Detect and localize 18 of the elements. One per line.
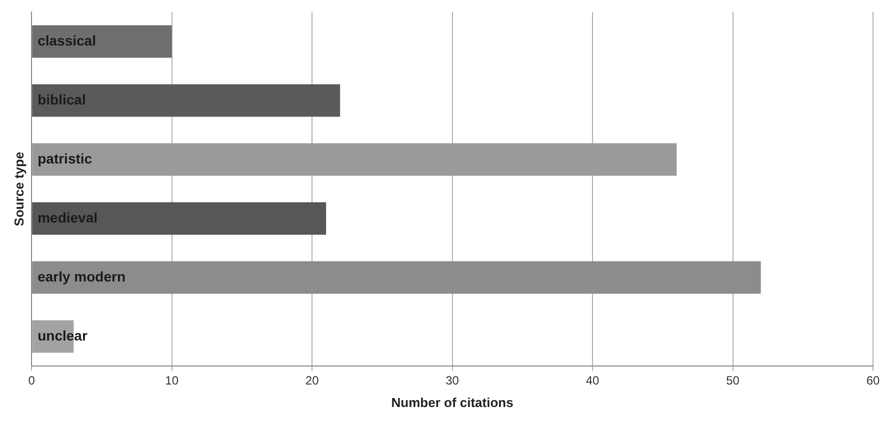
bar xyxy=(32,143,677,176)
y-tick-label: classical xyxy=(38,32,96,48)
x-tick-label: 30 xyxy=(446,374,460,388)
y-axis-title: Source type xyxy=(11,152,26,226)
y-tick-label: medieval xyxy=(38,209,98,226)
y-tick-label: early modern xyxy=(38,268,126,284)
x-tick-label: 50 xyxy=(726,374,740,388)
y-tick-label: patristic xyxy=(38,150,92,166)
x-tick-label: 10 xyxy=(165,374,179,388)
x-axis-title: Number of citations xyxy=(391,394,514,410)
bar xyxy=(32,202,326,235)
x-tick-label: 20 xyxy=(305,374,320,388)
x-tick-label: 60 xyxy=(866,374,880,388)
bar xyxy=(32,25,172,58)
y-tick-label: biblical xyxy=(38,91,86,108)
x-tick-label: 0 xyxy=(28,374,36,388)
bar xyxy=(32,84,340,117)
x-tick-label: 40 xyxy=(586,374,600,388)
